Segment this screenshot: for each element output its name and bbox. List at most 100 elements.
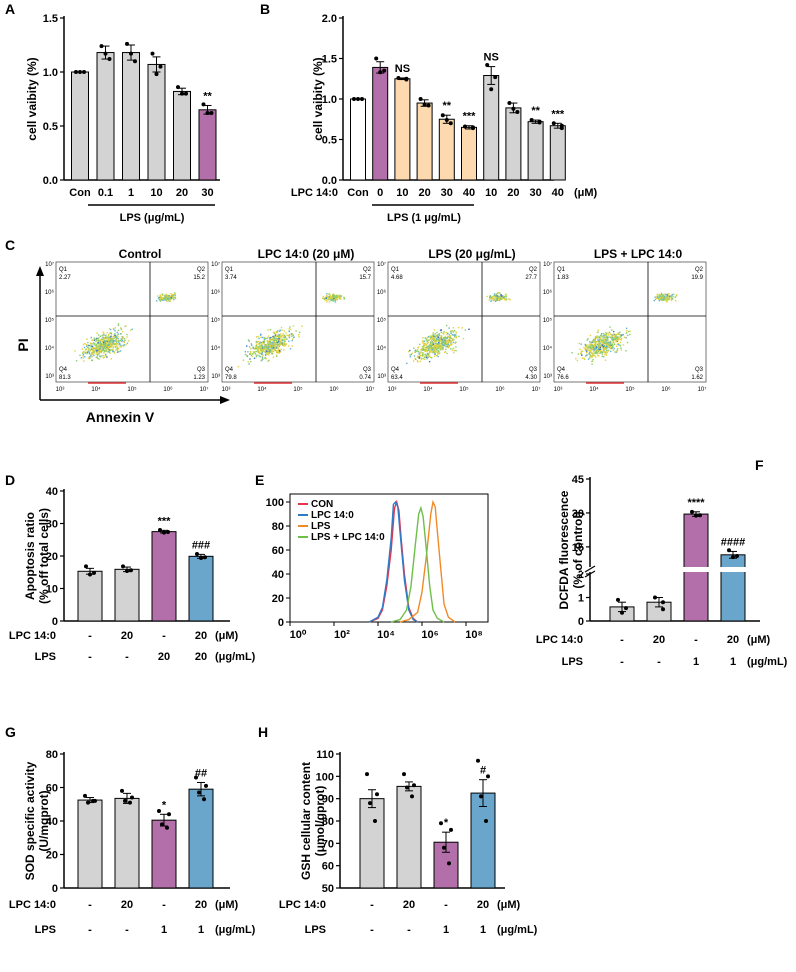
flow-event [164, 298, 166, 300]
flow-event [504, 296, 507, 298]
flow-event [658, 294, 660, 297]
flow-event [594, 336, 597, 338]
flow-event [277, 351, 280, 354]
flow-event [429, 351, 432, 353]
row-value-lpc: 20 [477, 899, 489, 911]
flow-event [598, 336, 601, 338]
flow-event [96, 339, 98, 341]
flow-event [102, 343, 104, 346]
flow-event [337, 294, 339, 297]
flow-event [84, 351, 86, 353]
x-tick-label: 40 [463, 187, 475, 199]
flow-event [261, 350, 263, 352]
flow-event [97, 353, 99, 356]
data-point [129, 568, 133, 573]
flow-y-tick: 10⁷ [211, 261, 220, 268]
flow-event [423, 343, 426, 345]
flow-event [443, 343, 446, 345]
flow-event [255, 354, 258, 356]
flow-event [602, 342, 605, 344]
flow-event [270, 346, 272, 348]
flow-event [266, 340, 269, 343]
flow-event [585, 351, 588, 354]
flow-event [440, 335, 443, 337]
flow-event [502, 297, 504, 300]
flow-event [89, 350, 91, 352]
flow-event [326, 301, 328, 303]
flow-event [171, 294, 173, 296]
flow-event [95, 344, 97, 347]
flow-event [161, 299, 164, 301]
flow-event [260, 333, 262, 336]
flow-event [438, 333, 440, 335]
data-point [404, 76, 409, 81]
flow-y-tick: 10⁷ [377, 261, 386, 268]
y-tick-label: 1 [578, 593, 584, 605]
quadrant-value-q2: 19.9 [691, 275, 703, 281]
flow-event [448, 346, 450, 349]
flow-event [426, 342, 429, 344]
flow-event [287, 334, 290, 337]
flow-event [462, 337, 465, 340]
flow-event [278, 352, 280, 354]
flow-event [579, 348, 581, 351]
flow-event [602, 348, 604, 351]
flow-event [123, 345, 125, 347]
data-point [360, 97, 364, 101]
flow-event [334, 301, 336, 303]
flow-event [596, 341, 598, 343]
flow-event [593, 338, 595, 340]
flow-event [93, 344, 95, 346]
data-point [356, 97, 360, 101]
flow-event [441, 338, 443, 341]
flow-event [501, 295, 504, 297]
quadrant-value-q3: 0.74 [359, 375, 371, 381]
data-point [375, 792, 379, 797]
row-value-lpc: - [162, 630, 166, 642]
flow-event [438, 342, 441, 344]
y-tick-label: 50 [322, 883, 334, 895]
quadrant-value-q3: 1.62 [691, 375, 703, 381]
flow-plot-frame [553, 261, 707, 383]
flow-event [434, 345, 437, 347]
data-point [157, 808, 161, 813]
flow-event [286, 338, 288, 340]
flow-event [94, 342, 96, 345]
flow-event [449, 336, 452, 339]
flow-event [92, 346, 94, 349]
flow-event [273, 337, 275, 339]
x-tick-label: 30 [441, 187, 453, 199]
x-tick-label: 10² [334, 629, 350, 641]
flow-event [508, 298, 510, 300]
legend-entry: LPC 14:0 [311, 510, 354, 521]
flow-scatter-cloud [406, 292, 511, 364]
flow-event [601, 353, 603, 355]
flow-event [427, 347, 429, 350]
flow-event [605, 345, 608, 347]
flow-y-tick: 10⁶ [377, 289, 387, 296]
data-point [128, 800, 132, 805]
flow-event [261, 359, 263, 361]
flow-event [273, 344, 276, 346]
flow-event [107, 347, 109, 349]
flow-event [593, 349, 595, 351]
flow-event [112, 327, 115, 330]
flow-event [617, 348, 619, 350]
quadrant-value-q2: 27.7 [525, 275, 537, 281]
data-point [374, 56, 379, 61]
row-value-lps: 1 [161, 924, 167, 936]
flow-event [282, 334, 284, 337]
flow-event [298, 331, 301, 334]
flow-event [440, 337, 443, 339]
flow-event [420, 358, 423, 360]
flow-event [272, 337, 274, 339]
flow-event [490, 299, 493, 301]
flow-event [619, 334, 621, 336]
flow-event [103, 345, 106, 348]
flow-event [125, 344, 127, 346]
flow-event [438, 350, 440, 353]
quadrant-value-q4: 63.4 [391, 375, 403, 381]
flow-event [260, 345, 262, 348]
flow-event [432, 339, 435, 342]
